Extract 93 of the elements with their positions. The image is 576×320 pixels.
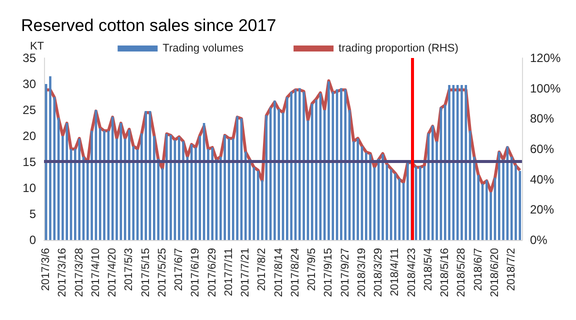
- x-tick-label: 2017/6/29: [206, 248, 218, 297]
- bar: [211, 147, 214, 240]
- bar: [464, 85, 468, 240]
- bar: [298, 88, 301, 240]
- bar: [302, 92, 305, 240]
- x-tick-label: 2017/5/3: [123, 248, 136, 291]
- bar: [103, 130, 106, 240]
- bar: [369, 154, 372, 240]
- y-tick-label: 30: [22, 77, 36, 91]
- bar: [128, 130, 130, 240]
- x-tick-label: 2017/9/5: [306, 248, 318, 291]
- y-axis-title: KT: [30, 40, 44, 52]
- bar: [236, 116, 238, 240]
- x-tick-label: 2018/7/2: [506, 248, 518, 291]
- bar: [290, 92, 292, 240]
- bar: [356, 138, 359, 240]
- bar: [473, 156, 476, 240]
- bar: [90, 130, 93, 240]
- bar: [423, 166, 426, 240]
- x-tick-label: 2017/3/16: [56, 248, 69, 297]
- y-tick-label: 5: [29, 207, 36, 221]
- x-tick-label: 2017/3/6: [40, 248, 52, 291]
- y2-tick-label: 120%: [530, 51, 562, 65]
- legend-label: Trading volumes: [162, 42, 244, 54]
- bar: [224, 134, 226, 240]
- bar: [49, 76, 52, 240]
- x-tick-label: 2017/4/10: [90, 248, 102, 297]
- bar: [364, 152, 368, 240]
- x-tick-label: 2018/5/4: [422, 248, 434, 291]
- y2-tick-label: 40%: [530, 172, 554, 186]
- bar: [182, 141, 184, 240]
- bar: [265, 115, 268, 240]
- y2-tick-label: 20%: [530, 202, 554, 217]
- bar: [66, 123, 68, 240]
- x-tick-label: 2017/9/27: [339, 248, 352, 297]
- x-tick-label: 2017/8/14: [272, 248, 285, 297]
- bar: [198, 136, 202, 240]
- bar: [315, 100, 318, 240]
- bar: [207, 149, 210, 240]
- bar: [510, 156, 513, 240]
- x-tick-label: 2017/4/20: [106, 248, 119, 297]
- x-tick-label: 2017/7/21: [240, 248, 252, 297]
- x-tick-label: 2017/5/15: [140, 248, 152, 297]
- y-tick-label: 0: [29, 233, 36, 247]
- x-tick-label: 2018/4/23: [406, 248, 418, 297]
- bar: [498, 152, 500, 240]
- bar: [340, 88, 342, 240]
- x-tick-label: 2017/7/11: [222, 248, 235, 296]
- x-tick-label: 2018/4/11: [389, 248, 402, 296]
- bar: [153, 136, 156, 240]
- x-tick-label: 2018/6/7: [472, 248, 484, 291]
- x-tick-label: 2018/3/29: [372, 248, 385, 297]
- bar: [448, 85, 450, 240]
- bar: [344, 89, 346, 240]
- bar: [406, 162, 409, 240]
- bar: [78, 138, 80, 240]
- bar: [486, 180, 488, 240]
- bar: [274, 100, 276, 240]
- bar: [170, 134, 172, 240]
- x-tick-label: 2017/8/24: [289, 248, 302, 297]
- x-tick-label: 2017/8/2: [256, 248, 268, 291]
- x-tick-label: 2017/9/15: [322, 248, 335, 297]
- x-tick-label: 2018/6/20: [488, 248, 501, 297]
- bar: [328, 81, 330, 240]
- x-tick-label: 2018/5/28: [456, 248, 468, 297]
- bar: [382, 154, 384, 240]
- y-tick-label: 15: [22, 155, 36, 169]
- chart-title: Reserved cotton sales since 2017: [21, 16, 276, 35]
- y2-tick-label: 0%: [530, 233, 548, 247]
- y-tick-label: 25: [22, 103, 36, 117]
- y2-tick-label: 60%: [530, 142, 554, 156]
- y-tick-label: 20: [22, 129, 36, 143]
- bar: [165, 134, 168, 240]
- bar: [144, 111, 147, 240]
- bar: [248, 159, 251, 240]
- bar: [394, 173, 396, 240]
- x-tick-label: 2017/5/25: [156, 248, 168, 297]
- x-tick-label: 2018/3/19: [356, 248, 368, 297]
- legend-label: trading proportion (RHS): [338, 42, 458, 54]
- x-tick-label: 2018/5/16: [439, 248, 452, 297]
- y2-tick-label: 80%: [530, 112, 554, 126]
- bar: [460, 85, 463, 240]
- bar: [431, 126, 434, 240]
- bar: [98, 128, 102, 240]
- y-tick-label: 10: [22, 181, 36, 195]
- x-tick-label: 2017/6/7: [173, 248, 186, 291]
- y2-tick-label: 100%: [530, 81, 562, 96]
- bar: [116, 138, 118, 240]
- y-tick-label: 35: [22, 51, 36, 65]
- bar: [352, 141, 355, 240]
- x-tick-label: 2017/6/19: [190, 248, 202, 297]
- x-tick-label: 2017/3/28: [73, 248, 86, 297]
- bar: [419, 166, 422, 240]
